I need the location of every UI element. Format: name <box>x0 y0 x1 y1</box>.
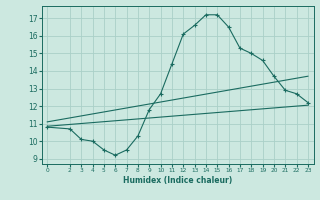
X-axis label: Humidex (Indice chaleur): Humidex (Indice chaleur) <box>123 176 232 185</box>
